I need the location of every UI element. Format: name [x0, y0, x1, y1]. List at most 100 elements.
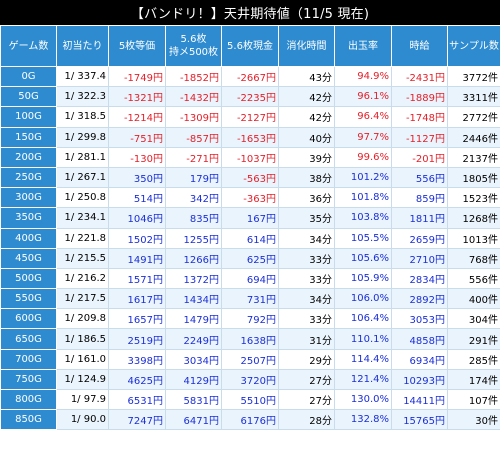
cell-time: 29分	[278, 348, 335, 370]
cell-mochi: 1255円	[165, 227, 222, 249]
cell-mochi: 1479円	[165, 308, 222, 330]
cell-eq5: 3398円	[108, 348, 166, 370]
cell-game: 300G	[0, 187, 57, 209]
column-header: 5.6枚現金	[221, 25, 279, 67]
cell-wage: 10293円	[391, 368, 448, 391]
cell-cash: 167円	[221, 207, 279, 229]
cell-time: 27分	[278, 368, 335, 391]
cell-cash: 6176円	[221, 409, 279, 431]
cell-sample: 291件	[447, 328, 500, 350]
column-header: 5.6枚 持メ500枚	[165, 25, 222, 67]
cell-cash: -1037円	[221, 146, 279, 168]
cell-wage: -2431円	[391, 65, 448, 88]
cell-wage: -1889円	[391, 86, 448, 108]
cell-mochi: -1432円	[165, 86, 222, 108]
header-row: ゲーム数 初当たり 5枚等価 5.6枚 持メ500枚 5.6枚現金 消化時間 出玉率 時給 サン…	[0, 25, 500, 67]
cell-game: 350G	[0, 207, 57, 229]
table-row: 400G 1/ 221.8 1502円 1255円 614円 34分 105.5% 2659円…	[0, 227, 500, 249]
cell-eq5: 1502円	[108, 227, 166, 249]
expected-value-table: ゲーム数 初当たり 5枚等価 5.6枚 持メ500枚 5.6枚現金 消化時間 出玉率 時給 サン…	[0, 25, 500, 431]
table-row: 800G 1/ 97.9 6531円 5831円 5510円 27分 130.0% 14411…	[0, 388, 500, 411]
cell-eq5: 4625円	[108, 368, 166, 391]
cell-eq5: 350円	[108, 166, 166, 189]
cell-mochi: 1372円	[165, 267, 222, 290]
cell-first: 1/ 161.0	[56, 348, 109, 370]
cell-wage: 2659円	[391, 227, 448, 249]
cell-first: 1/ 90.0	[56, 409, 109, 431]
cell-time: 31分	[278, 328, 335, 350]
cell-cash: -1653円	[221, 126, 279, 148]
cell-first: 1/ 124.9	[56, 368, 109, 391]
cell-first: 1/ 281.1	[56, 146, 109, 168]
cell-first: 1/ 217.5	[56, 288, 109, 310]
cell-game: 100G	[0, 106, 57, 128]
cell-game: 650G	[0, 328, 57, 350]
cell-eq5: 2519円	[108, 328, 166, 350]
cell-game: 500G	[0, 267, 57, 290]
column-header: ゲーム数	[0, 25, 57, 67]
cell-mochi: 179円	[165, 166, 222, 189]
table-row: 850G 1/ 90.0 7247円 6471円 6176円 28分 132.8% 15765…	[0, 409, 500, 431]
table-row: 550G 1/ 217.5 1617円 1434円 731円 34分 106.0% 2892円…	[0, 288, 500, 310]
cell-rate: 105.5%	[334, 227, 392, 249]
cell-wage: 6934円	[391, 348, 448, 370]
column-header: サンプル数	[447, 25, 500, 67]
cell-first: 1/ 250.8	[56, 187, 109, 209]
cell-cash: 614円	[221, 227, 279, 249]
cell-cash: 5510円	[221, 388, 279, 411]
cell-sample: 107件	[447, 388, 500, 411]
cell-time: 40分	[278, 126, 335, 148]
cell-mochi: -1309円	[165, 106, 222, 128]
cell-game: 600G	[0, 308, 57, 330]
table-row: 250G 1/ 267.1 350円 179円 -563円 38分 101.2% 556円 18…	[0, 166, 500, 189]
cell-wage: 2892円	[391, 288, 448, 310]
table-row: 750G 1/ 124.9 4625円 4129円 3720円 27分 121.4% 1029…	[0, 368, 500, 391]
cell-wage: 15765円	[391, 409, 448, 431]
cell-rate: 130.0%	[334, 388, 392, 411]
cell-game: 50G	[0, 86, 57, 108]
cell-cash: 731円	[221, 288, 279, 310]
cell-mochi: 1266円	[165, 247, 222, 269]
cell-cash: 694円	[221, 267, 279, 290]
cell-time: 38分	[278, 166, 335, 189]
cell-first: 1/ 97.9	[56, 388, 109, 411]
cell-mochi: 342円	[165, 187, 222, 209]
table-row: 500G 1/ 216.2 1571円 1372円 694円 33分 105.9% 2834円…	[0, 267, 500, 290]
cell-game: 0G	[0, 65, 57, 88]
cell-rate: 96.4%	[334, 106, 392, 128]
cell-mochi: 3034円	[165, 348, 222, 370]
cell-cash: 625円	[221, 247, 279, 269]
cell-eq5: -130円	[108, 146, 166, 168]
cell-time: 43分	[278, 65, 335, 88]
table-row: 50G 1/ 322.3 -1321円 -1432円 -2235円 42分 96.1% -18…	[0, 86, 500, 108]
cell-first: 1/ 221.8	[56, 227, 109, 249]
cell-game: 800G	[0, 388, 57, 411]
cell-rate: 94.9%	[334, 65, 392, 88]
cell-sample: 1805件	[447, 166, 500, 189]
cell-mochi: 6471円	[165, 409, 222, 431]
cell-mochi: 835円	[165, 207, 222, 229]
cell-time: 33分	[278, 308, 335, 330]
cell-eq5: 514円	[108, 187, 166, 209]
cell-sample: 768件	[447, 247, 500, 269]
cell-first: 1/ 318.5	[56, 106, 109, 128]
cell-eq5: 7247円	[108, 409, 166, 431]
cell-first: 1/ 337.4	[56, 65, 109, 88]
table-row: 350G 1/ 234.1 1046円 835円 167円 35分 103.8% 1811円 1…	[0, 207, 500, 229]
cell-eq5: 1491円	[108, 247, 166, 269]
column-header: 出玉率	[334, 25, 392, 67]
cell-eq5: -1321円	[108, 86, 166, 108]
cell-first: 1/ 216.2	[56, 267, 109, 290]
cell-cash: -2127円	[221, 106, 279, 128]
cell-time: 39分	[278, 146, 335, 168]
cell-mochi: 2249円	[165, 328, 222, 350]
cell-wage: 2834円	[391, 267, 448, 290]
cell-rate: 97.7%	[334, 126, 392, 148]
cell-rate: 99.6%	[334, 146, 392, 168]
cell-time: 35分	[278, 207, 335, 229]
cell-wage: -1748円	[391, 106, 448, 128]
cell-rate: 105.9%	[334, 267, 392, 290]
cell-eq5: 1046円	[108, 207, 166, 229]
table-row: 100G 1/ 318.5 -1214円 -1309円 -2127円 42分 96.4% -1…	[0, 106, 500, 128]
cell-game: 200G	[0, 146, 57, 168]
